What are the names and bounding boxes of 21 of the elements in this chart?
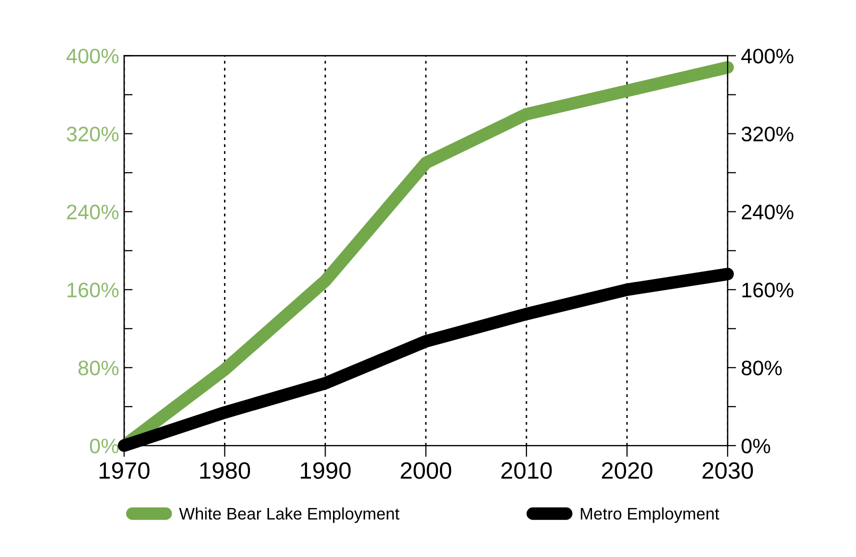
y2-tick-label: 320%	[742, 126, 794, 142]
legend-label: White Bear Lake Employment	[179, 507, 400, 523]
y-tick-label: 320%	[66, 126, 119, 142]
y-tick-label: 80%	[78, 360, 119, 376]
x-tick-label: 2000	[400, 462, 452, 479]
x-tick-label: 2030	[702, 462, 753, 479]
y-tick-label: 240%	[67, 204, 119, 220]
y-tick-label: 400%	[66, 48, 119, 64]
y2-tick-label: 160%	[742, 282, 794, 298]
legend-label: Metro Employment	[580, 507, 720, 523]
y2-tick-label: 0%	[742, 438, 770, 454]
x-tick-label: 2010	[501, 462, 552, 479]
x-tick-label: 1990	[300, 462, 351, 479]
y2-tick-label: 240%	[742, 204, 794, 220]
y2-tick-label: 80%	[742, 360, 782, 376]
y2-tick-label: 400%	[741, 48, 794, 64]
y-tick-label: 160%	[68, 282, 119, 298]
x-tick-label: 1980	[200, 462, 250, 479]
x-tick-label: 1970	[100, 462, 150, 479]
x-tick-label: 2020	[602, 462, 652, 479]
y-tick-label: 0%	[90, 438, 119, 454]
